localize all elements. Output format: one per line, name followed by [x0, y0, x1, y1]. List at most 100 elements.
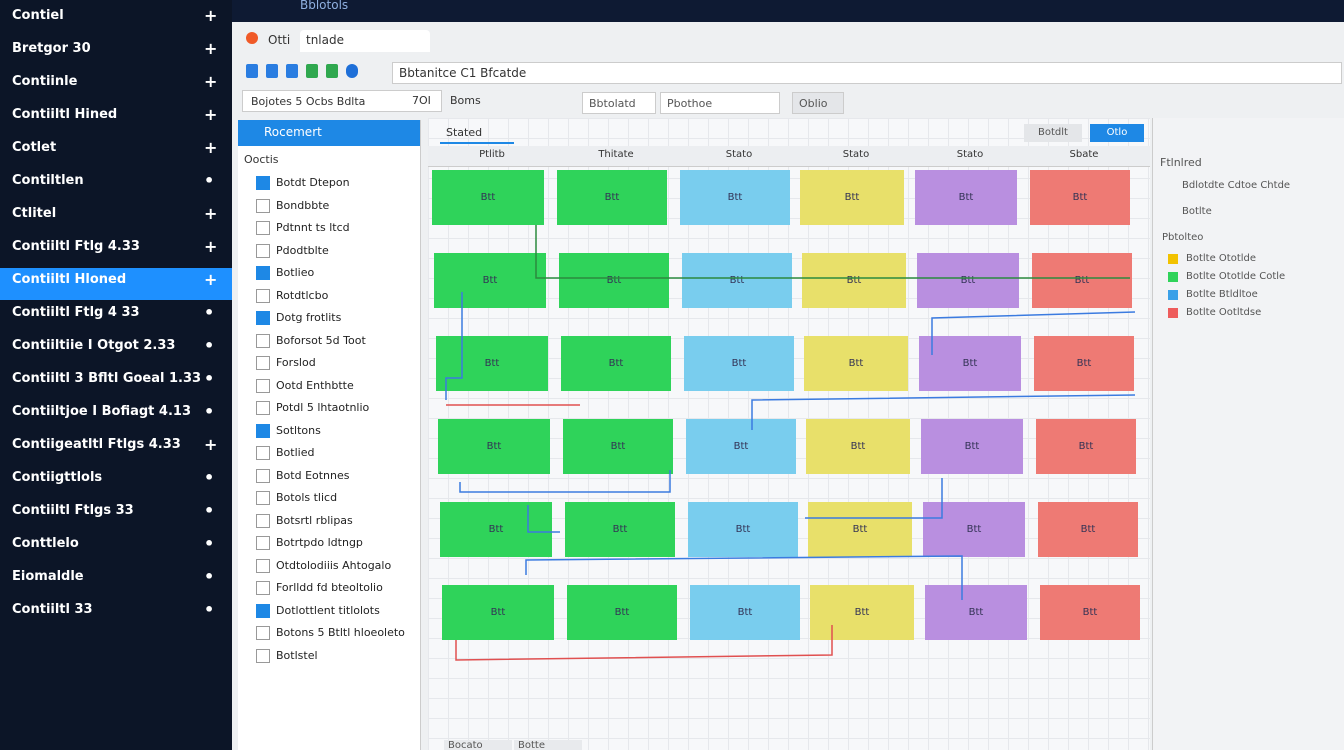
card[interactable]: Btt [559, 253, 669, 308]
checkbox[interactable] [256, 648, 270, 663]
panel-item[interactable]: Botd Eotnnes [276, 468, 350, 482]
panel-item[interactable]: Botlied [276, 446, 315, 459]
checkbox[interactable] [256, 513, 270, 528]
panel-item[interactable]: Botrtpdo ldtngp [276, 536, 363, 549]
bottom-tab[interactable]: Bocato [444, 740, 512, 750]
sidebar-item[interactable]: Contiinle [12, 74, 78, 89]
sidebar-item[interactable]: Contiiltiie I Otgot 2.33 [12, 338, 176, 353]
sidebar-item[interactable]: Eiomaldle [12, 569, 84, 584]
checkbox[interactable] [256, 356, 270, 370]
card[interactable]: Btt [442, 585, 554, 640]
card[interactable]: Btt [680, 170, 790, 225]
panel-item[interactable]: Potdl 5 lhtaotnlio [276, 401, 370, 414]
card[interactable]: Btt [1030, 170, 1130, 225]
card[interactable]: Btt [1032, 253, 1132, 308]
panel-item[interactable]: Forslod [276, 356, 316, 369]
sidebar-item[interactable]: Contiltlen [12, 173, 84, 188]
checkbox[interactable] [256, 603, 270, 618]
panel-item[interactable]: Sotltons [276, 423, 321, 437]
panel-item[interactable]: Ootd Enthbtte [276, 378, 354, 392]
card[interactable]: Btt [563, 419, 673, 474]
card[interactable]: Btt [440, 502, 552, 557]
panel-item[interactable]: Botsrtl rblipas [276, 513, 353, 527]
card[interactable]: Btt [561, 336, 671, 391]
panel-item[interactable]: Dotg frotlits [276, 311, 342, 324]
card[interactable]: Btt [1036, 419, 1136, 474]
card[interactable]: Btt [917, 253, 1019, 308]
sidebar-item[interactable]: Contiiltl Ftlg 4.33 [12, 239, 140, 254]
checkbox[interactable] [256, 378, 270, 393]
panel-item[interactable]: Botols tlicd [276, 491, 338, 504]
card[interactable]: Btt [1038, 502, 1138, 557]
panel-item[interactable]: Rotdtlcbo [276, 288, 329, 302]
panel-item[interactable]: Bondbbte [276, 198, 330, 212]
checkbox[interactable] [256, 333, 270, 348]
search-box[interactable]: Bojotes 5 Ocbs Bdlta [242, 90, 442, 112]
checkbox[interactable] [256, 311, 270, 325]
checkbox[interactable] [256, 581, 270, 595]
checkbox[interactable] [256, 266, 270, 280]
checkbox[interactable] [256, 288, 270, 303]
checkbox[interactable] [256, 491, 270, 505]
card[interactable]: Btt [1040, 585, 1140, 640]
panel-item[interactable]: Botlstel [276, 648, 318, 662]
card[interactable]: Btt [567, 585, 677, 640]
card[interactable]: Btt [925, 585, 1027, 640]
button[interactable]: Botdlt [1024, 124, 1082, 142]
card[interactable]: Btt [690, 585, 800, 640]
panel-item[interactable]: Botons 5 Btltl hloeoleto [276, 626, 405, 639]
sidebar-item[interactable]: Contiiltjoe I Bofiagt 4.13 [12, 404, 191, 419]
card[interactable]: Btt [432, 170, 544, 225]
card[interactable]: Btt [684, 336, 794, 391]
sidebar-item[interactable]: Contiel [12, 8, 64, 23]
button[interactable]: Otlo [1090, 124, 1144, 142]
sidebar-item[interactable]: Conttlelo [12, 536, 79, 551]
checkbox[interactable] [256, 176, 270, 190]
card[interactable]: Btt [808, 502, 912, 557]
panel-item[interactable]: Dotlottlent titlolots [276, 603, 380, 617]
option[interactable]: Bdlotdte Cdtoe Chtde [1182, 180, 1291, 191]
checkbox[interactable] [256, 446, 270, 460]
select[interactable]: Pbothoe [660, 92, 780, 114]
panel-item[interactable]: Pdodtblte [276, 243, 329, 257]
card[interactable]: Btt [436, 336, 548, 391]
card[interactable]: Btt [565, 502, 675, 557]
card[interactable]: Btt [688, 502, 798, 557]
sidebar-item[interactable]: Contiigttlols [12, 470, 103, 485]
address-bar[interactable]: Bbtanitce C1 Bfcatde [392, 62, 1342, 84]
panel-item[interactable]: Boforsot 5d Toot [276, 333, 366, 347]
option[interactable]: Botlte [1182, 206, 1212, 217]
panel-item[interactable]: Botdt Dtepon [276, 176, 350, 189]
checkbox[interactable] [256, 198, 270, 213]
checkbox[interactable] [256, 221, 270, 235]
card[interactable]: Btt [810, 585, 914, 640]
card[interactable]: Btt [800, 170, 904, 225]
tab[interactable]: tnlade [300, 30, 430, 52]
checkbox[interactable] [256, 468, 270, 483]
card[interactable]: Btt [921, 419, 1023, 474]
card[interactable]: Btt [806, 419, 910, 474]
filter-button[interactable]: Oblio [792, 92, 844, 114]
card[interactable]: Btt [557, 170, 667, 225]
checkbox[interactable] [256, 536, 270, 550]
tab[interactable]: Otti [268, 33, 291, 47]
card[interactable]: Btt [686, 419, 796, 474]
checkbox[interactable] [256, 626, 270, 640]
sidebar-item[interactable]: Cotlet [12, 140, 57, 155]
sidebar-item[interactable]: Contiiltl 33 [12, 602, 93, 617]
panel-item[interactable]: Otdtolodiiis Ahtogalo [276, 558, 392, 572]
checkbox[interactable] [256, 401, 270, 415]
panel-item[interactable]: Botlieo [276, 266, 315, 279]
checkbox[interactable] [256, 423, 270, 438]
card[interactable]: Btt [434, 253, 546, 308]
card[interactable]: Btt [915, 170, 1017, 225]
sidebar-item[interactable]: Contiiltl Hined [12, 107, 118, 122]
select[interactable]: Bbtolatd [582, 92, 656, 114]
sidebar-item[interactable]: Contiiltl Hloned [12, 272, 127, 287]
card[interactable]: Btt [919, 336, 1021, 391]
sidebar-item[interactable]: Ctlitel [12, 206, 57, 221]
checkbox[interactable] [256, 558, 270, 573]
card[interactable]: Btt [804, 336, 908, 391]
sidebar-item[interactable]: Contiiltl 3 Bfltl Goeal 1.33 [12, 371, 202, 386]
sidebar-item[interactable]: Contiiltl Ftlg 4 33 [12, 305, 140, 320]
